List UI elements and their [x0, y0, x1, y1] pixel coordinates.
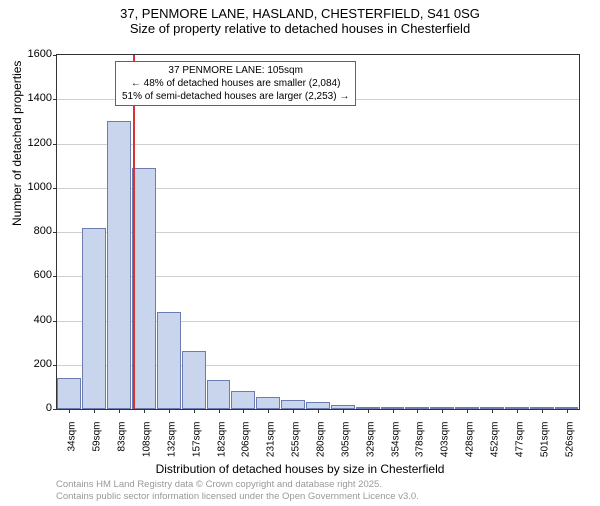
xtick-mark [517, 409, 518, 413]
xtick-mark [567, 409, 568, 413]
histogram-bar [57, 378, 81, 409]
xtick-mark [368, 409, 369, 413]
ytick-mark [53, 55, 57, 56]
xtick-mark [144, 409, 145, 413]
ytick-mark [53, 232, 57, 233]
xtick-mark [293, 409, 294, 413]
xtick-mark [542, 409, 543, 413]
xtick-label: 428sqm [465, 422, 476, 458]
histogram-bar [281, 400, 305, 409]
xtick-label: 329sqm [365, 422, 376, 458]
xtick-label: 108sqm [142, 422, 153, 458]
xtick-label: 132sqm [166, 422, 177, 458]
histogram-bar [231, 391, 255, 409]
xtick-mark [69, 409, 70, 413]
xtick-mark [194, 409, 195, 413]
ytick-label: 800 [34, 225, 52, 237]
xtick-label: 354sqm [390, 422, 401, 458]
histogram-bar [157, 312, 181, 409]
histogram-plot-area: 37 PENMORE LANE: 105sqm ← 48% of detache… [56, 54, 580, 410]
xtick-label: 182sqm [216, 422, 227, 458]
xtick-label: 378sqm [415, 422, 426, 458]
xtick-mark [442, 409, 443, 413]
xtick-mark [219, 409, 220, 413]
xtick-mark [94, 409, 95, 413]
xtick-label: 59sqm [92, 422, 103, 452]
xtick-mark [393, 409, 394, 413]
xtick-mark [343, 409, 344, 413]
ytick-label: 600 [34, 269, 52, 281]
gridline [57, 144, 579, 145]
ytick-mark [53, 188, 57, 189]
chart-title-line2: Size of property relative to detached ho… [0, 21, 600, 36]
footer-line1: Contains HM Land Registry data © Crown c… [56, 479, 419, 490]
footer-attribution: Contains HM Land Registry data © Crown c… [56, 479, 419, 502]
annotation-line3: 51% of semi-detached houses are larger (… [122, 90, 349, 103]
property-marker-line [133, 55, 135, 409]
ytick-label: 1000 [28, 181, 52, 193]
xtick-label: 501sqm [539, 422, 550, 458]
ytick-mark [53, 276, 57, 277]
histogram-bar [331, 405, 355, 409]
ytick-label: 1400 [28, 92, 52, 104]
ytick-mark [53, 99, 57, 100]
annotation-line2: ← 48% of detached houses are smaller (2,… [122, 77, 349, 90]
histogram-bar [480, 407, 504, 409]
histogram-bar [182, 351, 206, 409]
xtick-mark [243, 409, 244, 413]
marker-annotation-box: 37 PENMORE LANE: 105sqm ← 48% of detache… [115, 61, 356, 106]
xtick-mark [417, 409, 418, 413]
xtick-mark [119, 409, 120, 413]
histogram-bar [356, 407, 380, 409]
xtick-label: 526sqm [564, 422, 575, 458]
ytick-mark [53, 365, 57, 366]
xtick-label: 452sqm [490, 422, 501, 458]
xtick-mark [467, 409, 468, 413]
histogram-bar [555, 407, 579, 409]
ytick-label: 1600 [28, 48, 52, 60]
annotation-line1: 37 PENMORE LANE: 105sqm [122, 64, 349, 77]
xtick-mark [492, 409, 493, 413]
histogram-bar [107, 121, 131, 409]
xtick-label: 403sqm [440, 422, 451, 458]
xtick-label: 280sqm [316, 422, 327, 458]
ytick-label: 0 [46, 402, 52, 414]
chart-title-line1: 37, PENMORE LANE, HASLAND, CHESTERFIELD,… [0, 6, 600, 21]
histogram-bar [455, 407, 479, 409]
xtick-label: 477sqm [514, 422, 525, 458]
x-axis-label: Distribution of detached houses by size … [0, 462, 600, 476]
histogram-bar [530, 407, 554, 409]
ytick-mark [53, 144, 57, 145]
ytick-label: 1200 [28, 137, 52, 149]
histogram-bar [505, 407, 529, 409]
histogram-bar [405, 407, 429, 409]
xtick-label: 255sqm [291, 422, 302, 458]
histogram-bar [430, 407, 454, 409]
footer-line2: Contains public sector information licen… [56, 491, 419, 502]
histogram-bar [82, 228, 106, 409]
histogram-bar [132, 168, 156, 409]
xtick-label: 231sqm [266, 422, 277, 458]
y-axis-label: Number of detached properties [10, 61, 24, 226]
ytick-mark [53, 409, 57, 410]
ytick-label: 400 [34, 314, 52, 326]
histogram-bar [306, 402, 330, 409]
histogram-bar [207, 380, 231, 409]
ytick-label: 200 [34, 358, 52, 370]
ytick-mark [53, 321, 57, 322]
xtick-label: 83sqm [117, 422, 128, 452]
xtick-mark [268, 409, 269, 413]
xtick-mark [318, 409, 319, 413]
histogram-bar [256, 397, 280, 409]
xtick-label: 206sqm [241, 422, 252, 458]
xtick-label: 305sqm [340, 422, 351, 458]
xtick-mark [169, 409, 170, 413]
xtick-label: 34sqm [67, 422, 78, 452]
histogram-bar [381, 407, 405, 409]
xtick-label: 157sqm [191, 422, 202, 458]
